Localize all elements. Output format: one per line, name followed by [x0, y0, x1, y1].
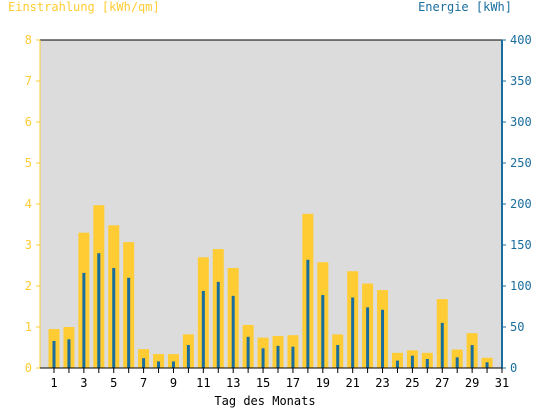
energie-bar-day-18	[306, 259, 310, 368]
x-axis-tick-label: 15	[256, 376, 270, 390]
left-axis-tick-label: 8	[25, 33, 32, 47]
energie-bar-day-7	[142, 358, 146, 368]
right-axis-title: Energie [kWh]	[418, 0, 512, 14]
left-axis-tick-label: 1	[25, 320, 32, 334]
x-axis-tick-label: 7	[140, 376, 147, 390]
energie-bar-day-9	[171, 361, 175, 368]
energie-bar-day-20	[336, 345, 340, 368]
energie-bar-day-26	[425, 358, 429, 368]
energie-bar-day-8	[157, 361, 161, 368]
energie-bar-day-21	[351, 297, 355, 368]
energie-bar-day-28	[455, 357, 459, 368]
energie-bar-day-30	[485, 362, 489, 368]
left-axis-tick-label: 5	[25, 156, 32, 170]
right-axis-tick-label: 0	[510, 361, 517, 375]
energie-bar-day-14	[246, 336, 250, 368]
energie-bar-day-15	[261, 348, 265, 368]
energie-bar-day-3	[82, 272, 86, 368]
right-axis-tick-label: 300	[510, 115, 532, 129]
x-axis-tick-label: 17	[286, 376, 300, 390]
energie-bar-day-19	[321, 295, 325, 368]
energie-bar-day-11	[201, 290, 205, 368]
left-axis-title: Einstrahlung [kWh/qm]	[8, 0, 160, 14]
x-axis-tick-label: 19	[316, 376, 330, 390]
right-axis-tick-label: 400	[510, 33, 532, 47]
x-axis-title: Tag des Monats	[214, 394, 315, 408]
energie-bar-day-10	[186, 345, 190, 368]
x-axis-tick-label: 21	[345, 376, 359, 390]
right-axis-tick-label: 100	[510, 279, 532, 293]
energie-bar-day-4	[97, 253, 101, 368]
right-axis-tick-label: 50	[510, 320, 524, 334]
energie-bar-day-5	[112, 267, 116, 368]
x-axis-tick-label: 13	[226, 376, 240, 390]
left-axis-tick-label: 7	[25, 74, 32, 88]
energie-bar-day-1	[52, 340, 56, 368]
x-axis-tick-label: 27	[435, 376, 449, 390]
energie-bar-day-25	[410, 355, 414, 368]
x-axis-tick-label: 23	[375, 376, 389, 390]
right-axis-tick-label: 200	[510, 197, 532, 211]
x-axis-tick-label: 1	[50, 376, 57, 390]
x-axis-tick-label: 9	[170, 376, 177, 390]
x-axis-tick-label: 5	[110, 376, 117, 390]
energie-bar-day-17	[291, 346, 295, 368]
einstrahlung-bar-day-24	[391, 352, 403, 368]
right-axis-tick-label: 350	[510, 74, 532, 88]
energie-bar-day-13	[231, 295, 235, 368]
x-axis-tick-label: 29	[465, 376, 479, 390]
left-axis-tick-label: 3	[25, 238, 32, 252]
x-axis-tick-label: 11	[196, 376, 210, 390]
energie-bar-day-22	[366, 307, 370, 368]
energie-bar-day-2	[67, 339, 71, 368]
x-axis-tick-label: 25	[405, 376, 419, 390]
energie-bar-day-12	[216, 281, 220, 368]
right-axis-tick-label: 250	[510, 156, 532, 170]
left-axis-tick-label: 2	[25, 279, 32, 293]
bars-group	[48, 205, 493, 368]
energie-bar-day-29	[470, 345, 474, 368]
right-axis-tick-label: 150	[510, 238, 532, 252]
energie-bar-day-24	[395, 360, 399, 368]
x-axis-tick-label: 31	[495, 376, 509, 390]
left-axis-tick-label: 0	[25, 361, 32, 375]
energie-bar-day-23	[381, 309, 385, 368]
left-axis-tick-label: 6	[25, 115, 32, 129]
einstrahlung-bar-day-9	[167, 354, 179, 368]
energie-bar-day-16	[276, 345, 280, 368]
x-axis-tick-label: 3	[80, 376, 87, 390]
energie-bar-day-27	[440, 322, 444, 368]
energie-bar-day-6	[127, 277, 131, 368]
einstrahlung-bar-day-8	[153, 354, 165, 368]
left-axis-tick-label: 4	[25, 197, 32, 211]
